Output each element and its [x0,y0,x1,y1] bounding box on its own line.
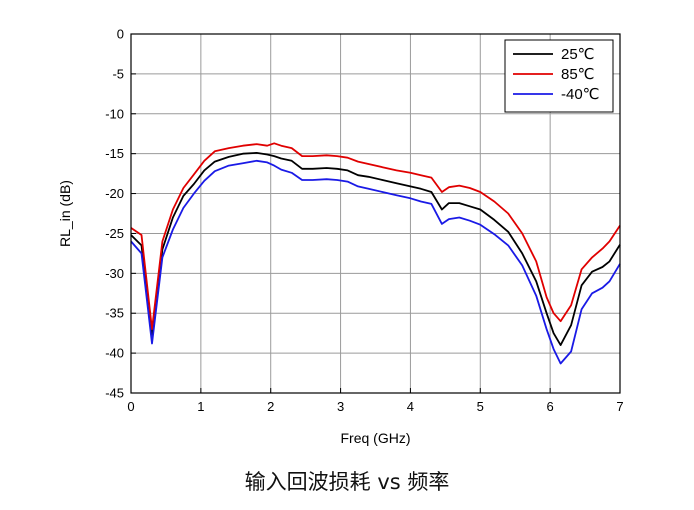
series-line-1 [130,142,621,331]
y-tick-label: -30 [105,266,124,281]
return-loss-chart: 0 1 2 3 4 5 6 7 0 -5 -10 -15 -20 -25 -30 -35 -40 -45 Freq… [57,27,624,447]
y-tick-label: -15 [105,146,124,161]
series-lines [130,142,621,365]
x-tick-label: 5 [477,399,484,414]
ticks: 0 1 2 3 4 5 6 7 0 -5 -10 -15 -20 -25 -30 -35 -40 -45 [105,27,623,415]
x-tick-label: 3 [337,399,344,414]
y-tick-label: -35 [105,306,124,321]
y-tick-label: -20 [105,186,124,201]
legend-box [504,39,614,113]
y-tick-label: -45 [105,386,124,401]
series-line-2 [130,159,621,365]
series-line-0 [130,151,621,347]
plot-frame [130,33,621,394]
legend-label-1: 85℃ [561,66,595,83]
y-tick-label: 0 [117,27,124,42]
y-axis-label: RL_in (dB) [57,180,73,247]
legend: 25℃ 85℃ -40℃ [504,39,614,113]
x-tick-label: 0 [127,399,134,414]
x-tick-label: 7 [616,399,623,414]
figure-caption: 输入回波损耗 vs 频率 [244,470,450,494]
x-axis-label: Freq (GHz) [341,430,411,446]
x-tick-label: 6 [547,399,554,414]
x-tick-label: 4 [407,399,414,414]
legend-label-0: 25℃ [561,46,595,63]
y-tick-label: -25 [105,226,124,241]
legend-label-2: -40℃ [561,86,600,103]
x-tick-label: 1 [197,399,204,414]
y-tick-label: -5 [112,66,124,81]
y-tick-label: -10 [105,106,124,121]
y-tick-label: -40 [105,346,124,361]
x-tick-label: 2 [267,399,274,414]
